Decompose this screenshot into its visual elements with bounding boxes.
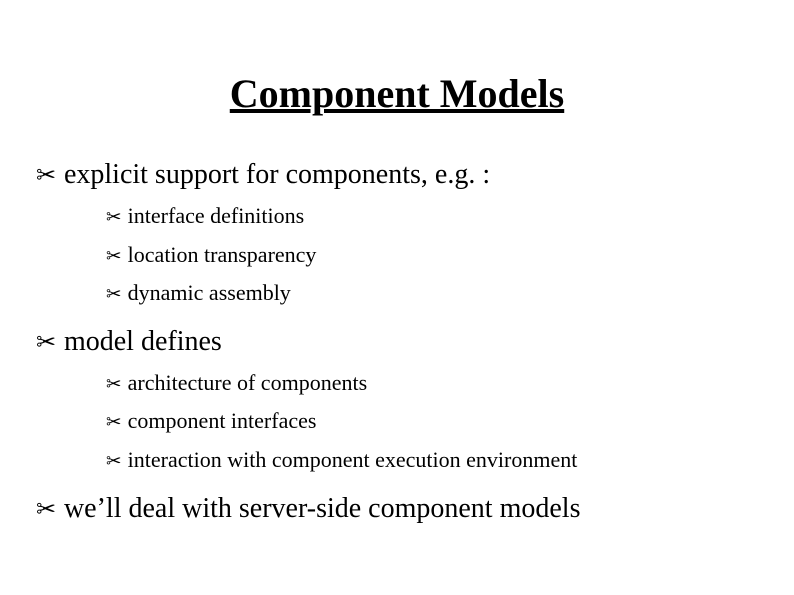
list-item-text: model defines [64, 326, 222, 357]
list-item-text: architecture of components [128, 370, 367, 395]
list-item-text: interface definitions [128, 203, 305, 228]
scissors-icon: ✂ [106, 450, 122, 474]
scissors-icon: ✂ [36, 496, 56, 526]
scissors-icon: ✂ [106, 283, 122, 307]
scissors-icon: ✂ [106, 373, 122, 397]
slide-title: Component Models [30, 70, 764, 117]
bullet-list-level2: ✂interface definitions ✂location transpa… [106, 202, 764, 308]
scissors-icon: ✂ [36, 329, 56, 359]
bullet-list-level2: ✂architecture of components ✂component i… [106, 369, 764, 475]
list-item: ✂interaction with component execution en… [106, 446, 764, 475]
scissors-icon: ✂ [106, 206, 122, 230]
list-item-text: explicit support for components, e.g. : [64, 159, 490, 190]
bullet-list-level1: ✂ explicit support for components, e.g. :… [36, 157, 764, 526]
scissors-icon: ✂ [106, 245, 122, 269]
scissors-icon: ✂ [36, 162, 56, 192]
list-item-text: we’ll deal with server-side component mo… [64, 493, 581, 524]
list-item: ✂interface definitions [106, 202, 764, 231]
list-item-text: dynamic assembly [128, 280, 291, 305]
list-item-text: component interfaces [128, 408, 317, 433]
scissors-icon: ✂ [106, 411, 122, 435]
list-item: ✂ explicit support for components, e.g. :… [36, 157, 764, 308]
list-item: ✂ we’ll deal with server-side component m… [36, 491, 764, 526]
list-item: ✂location transparency [106, 241, 764, 270]
list-item: ✂model defines ✂architecture of componen… [36, 324, 764, 475]
list-item: ✂architecture of components [106, 369, 764, 398]
slide: Component Models ✂ explicit support for c… [0, 0, 794, 595]
list-item-text: location transparency [128, 242, 317, 267]
list-item-text: interaction with component execution env… [128, 447, 578, 472]
list-item: ✂component interfaces [106, 407, 764, 436]
list-item: ✂dynamic assembly [106, 279, 764, 308]
